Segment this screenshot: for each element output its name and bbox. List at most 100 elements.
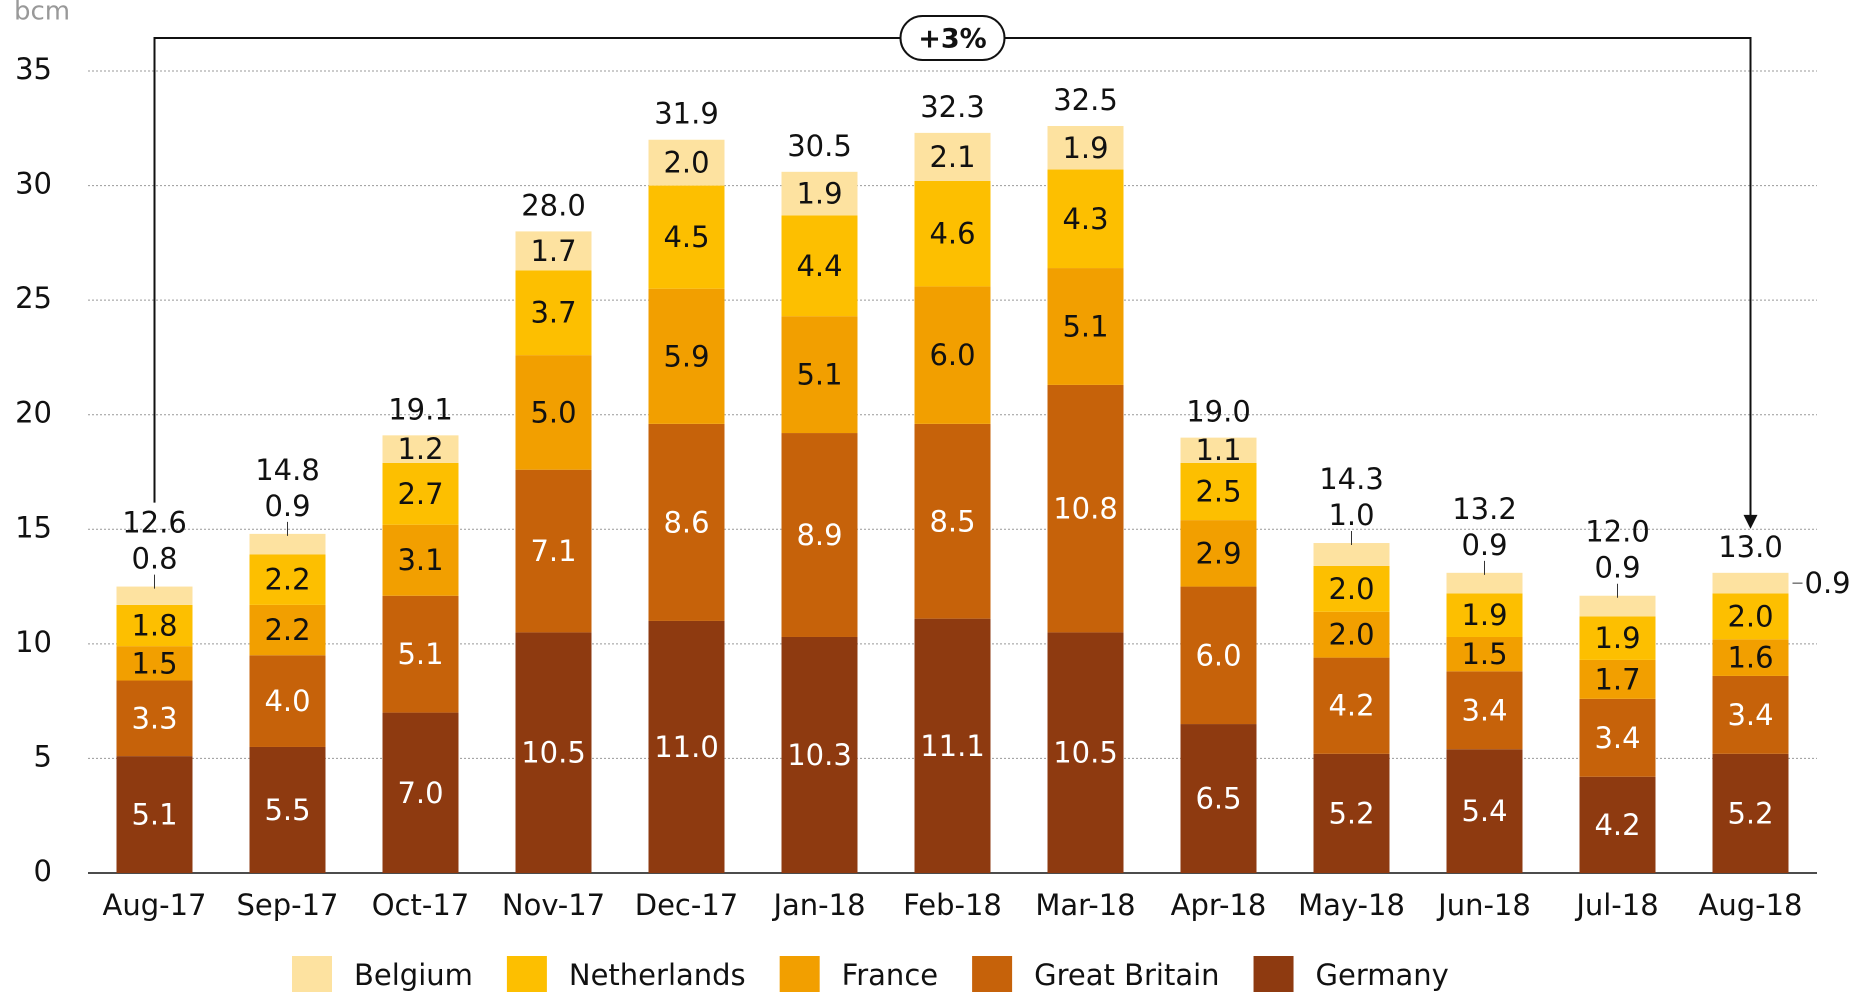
bar-segment	[1446, 593, 1523, 637]
data-label: 5.1	[131, 798, 177, 832]
bar-segment	[781, 215, 858, 317]
data-label: 4.4	[796, 249, 842, 283]
legend-label: Belgium	[354, 958, 473, 992]
bar-segment	[914, 423, 991, 619]
bar-segment	[1180, 462, 1257, 521]
y-tick-label: 5	[34, 739, 52, 773]
data-label: 10.3	[787, 738, 852, 772]
data-label: 5.0	[530, 395, 576, 429]
data-label: 3.4	[1594, 721, 1640, 755]
bar-segment	[249, 655, 326, 747]
data-label: 5.1	[1062, 309, 1108, 343]
data-label: 11.1	[920, 729, 985, 763]
data-label: 6.0	[1195, 638, 1241, 672]
legend-label: Germany	[1316, 958, 1449, 992]
data-label: 4.0	[264, 684, 310, 718]
data-label: 4.2	[1594, 808, 1640, 842]
bar-segment	[1047, 632, 1124, 873]
bar-segment	[781, 636, 858, 873]
bar-segment	[382, 462, 459, 525]
y-tick-label: 0	[34, 854, 52, 888]
data-label: 0.8	[131, 542, 177, 576]
x-tick-label: Apr-18	[1171, 888, 1267, 922]
data-label: 11.0	[654, 730, 719, 764]
data-label: 1.1	[1195, 433, 1241, 467]
x-tick-label: Jul-18	[1574, 888, 1658, 922]
x-tick-label: Aug-17	[103, 888, 207, 922]
data-label: 3.7	[530, 296, 576, 330]
data-label: 4.3	[1062, 202, 1108, 236]
data-label: 1.9	[1062, 131, 1108, 165]
data-label: 5.1	[796, 358, 842, 392]
x-tick-label: Oct-17	[372, 888, 470, 922]
data-label: 1.9	[1461, 598, 1507, 632]
bar-segment	[914, 286, 991, 424]
data-label: 2.2	[264, 563, 310, 597]
data-label: 4.2	[1328, 689, 1374, 723]
x-tick-label: Jan-18	[771, 888, 865, 922]
bar-segment	[648, 288, 725, 424]
data-label: 0.9	[264, 489, 310, 523]
bar-segment	[1180, 437, 1257, 463]
annotation: +3%	[918, 24, 986, 55]
bar-segment	[116, 756, 193, 873]
bar-segment	[781, 171, 858, 216]
bar-segment	[914, 132, 991, 181]
bar-segment	[1313, 753, 1390, 873]
total-label: 28.0	[521, 188, 586, 222]
y-tick-label: 35	[15, 52, 52, 86]
bar-segment	[781, 433, 858, 637]
legend-swatch	[972, 956, 1013, 992]
total-label: 13.0	[1718, 530, 1783, 564]
bar-segment	[515, 270, 592, 356]
data-label: 5.4	[1461, 794, 1507, 828]
data-label: 1.5	[131, 646, 177, 680]
data-label: 5.1	[397, 637, 443, 671]
bar-segment	[1180, 520, 1257, 587]
legend-label: Great Britain	[1034, 958, 1219, 992]
legend-swatch	[1253, 956, 1294, 992]
data-label: 0.9	[1805, 566, 1850, 600]
bar-segment	[249, 746, 326, 873]
total-label: 32.5	[1053, 83, 1118, 117]
y-tick-label: 20	[15, 396, 52, 430]
data-label: 10.8	[1053, 492, 1118, 526]
data-label: 10.5	[1053, 736, 1118, 770]
total-label: 30.5	[787, 129, 852, 163]
bar-segment	[1313, 565, 1390, 612]
data-label: 0.9	[1594, 551, 1640, 585]
total-label: 12.6	[122, 506, 187, 540]
x-tick-label: Aug-18	[1699, 888, 1803, 922]
bar-segment	[1047, 125, 1124, 170]
data-label: 3.4	[1727, 698, 1773, 732]
x-tick-label: Nov-17	[502, 888, 605, 922]
y-tick-label: 30	[15, 167, 52, 201]
x-tick-label: Dec-17	[635, 888, 738, 922]
data-label: 2.0	[1328, 618, 1374, 652]
bar-segment	[116, 646, 193, 681]
data-label: 1.5	[1461, 637, 1507, 671]
bar-segment	[1313, 611, 1390, 658]
bar-segment	[515, 231, 592, 271]
data-label: 1.2	[397, 432, 443, 466]
bar-segment	[1579, 616, 1656, 660]
data-label: 10.5	[521, 736, 586, 770]
total-label: 13.2	[1452, 492, 1517, 526]
bar-segment	[1313, 543, 1390, 566]
total-label: 19.0	[1186, 395, 1251, 429]
data-label: 2.1	[929, 140, 975, 174]
legend-swatch	[779, 956, 820, 992]
data-label: 7.1	[530, 534, 576, 568]
bar-segment	[382, 595, 459, 713]
data-label: 6.5	[1195, 782, 1241, 816]
arrow-head	[1743, 514, 1758, 529]
bar-segment	[249, 554, 326, 605]
data-label: 8.9	[796, 518, 842, 552]
bar-segment	[382, 435, 459, 463]
data-label: 4.5	[663, 220, 709, 254]
bar-segment	[914, 618, 991, 873]
data-label: 2.0	[1727, 599, 1773, 633]
data-label: 1.9	[796, 177, 842, 211]
bar-segment	[515, 632, 592, 873]
data-label: 1.7	[530, 234, 576, 268]
